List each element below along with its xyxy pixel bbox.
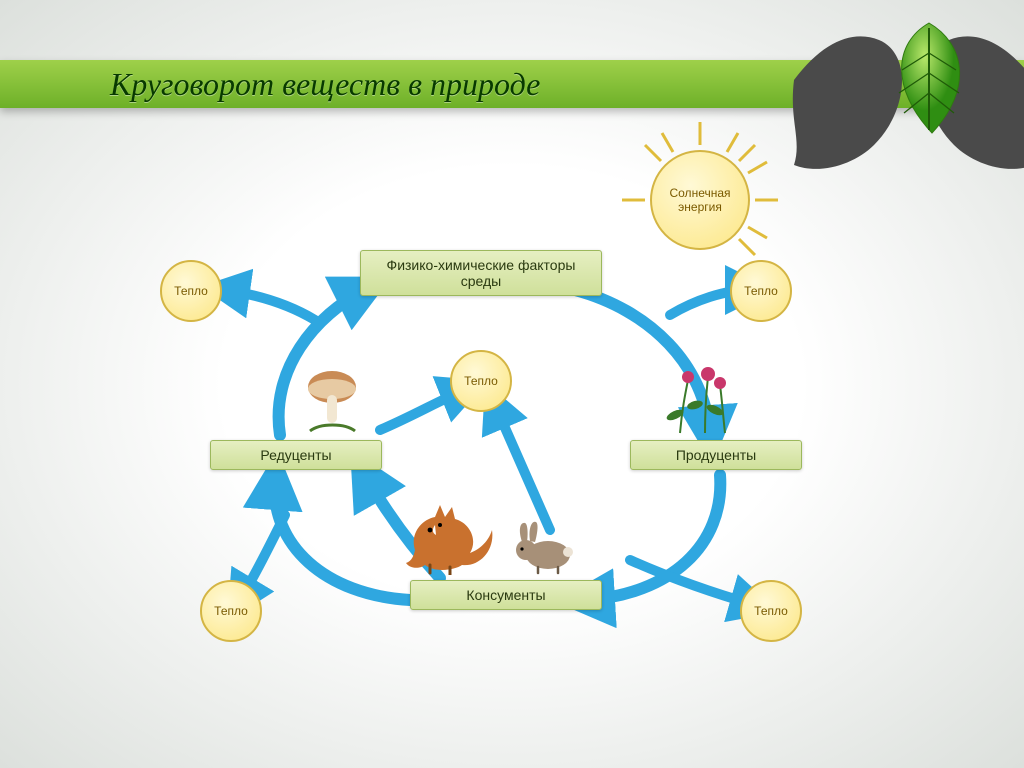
- heat-label: Тепло: [174, 284, 208, 298]
- factors-box: Физико-химические факторы среды: [360, 250, 602, 296]
- heat-node-c: Тепло: [450, 350, 512, 412]
- heat-node-bl: Тепло: [200, 580, 262, 642]
- heat-label: Тепло: [754, 604, 788, 618]
- sun-label: Солнечная энергия: [652, 186, 748, 215]
- sun-node: Солнечная энергия: [650, 150, 750, 250]
- factors-label: Физико-химические факторы среды: [387, 257, 576, 289]
- heat-label: Тепло: [464, 374, 498, 388]
- mushroom-icon: [305, 365, 360, 435]
- decomposers-box: Редуценты: [210, 440, 382, 470]
- producers-label: Продуценты: [676, 447, 756, 463]
- heat-label: Тепло: [214, 604, 248, 618]
- fox-icon: [400, 495, 495, 575]
- slide-title: Круговорот веществ в природе: [110, 66, 540, 103]
- producers-box: Продуценты: [630, 440, 802, 470]
- heat-node-tl: Тепло: [160, 260, 222, 322]
- heat-node-tr: Тепло: [730, 260, 792, 322]
- flower-icon: [660, 365, 745, 435]
- consumers-label: Консументы: [466, 587, 545, 603]
- heat-node-br: Тепло: [740, 580, 802, 642]
- heat-label: Тепло: [744, 284, 778, 298]
- leaf-icon: [874, 18, 984, 138]
- rabbit-icon: [510, 520, 580, 575]
- consumers-box: Консументы: [410, 580, 602, 610]
- cycle-diagram: Солнечная энергия Тепло Тепло Тепло Тепл…: [130, 140, 890, 700]
- decomposers-label: Редуценты: [260, 447, 331, 463]
